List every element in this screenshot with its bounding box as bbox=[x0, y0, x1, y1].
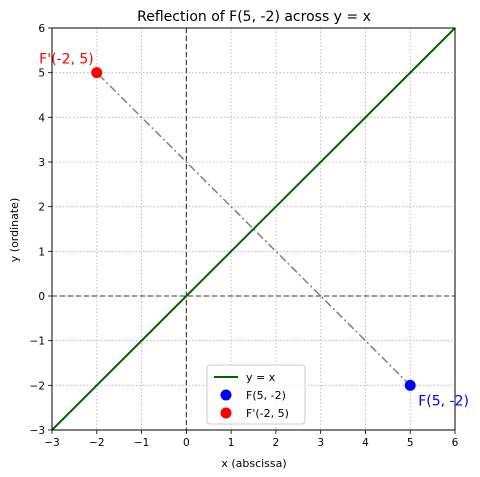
y-tick-label: −3 bbox=[30, 425, 45, 437]
y-tick-label: 5 bbox=[38, 68, 45, 80]
point-f-label: F(5, -2) bbox=[418, 393, 469, 409]
y-tick-label: 0 bbox=[38, 291, 45, 303]
x-tick-label: −1 bbox=[134, 437, 149, 449]
x-tick-label: −2 bbox=[89, 437, 104, 449]
reference-lines bbox=[52, 28, 455, 430]
y-tick-label: 6 bbox=[38, 23, 45, 35]
x-tick-label: 4 bbox=[362, 437, 369, 449]
y-tick-label: 2 bbox=[38, 202, 45, 214]
legend-dot-swatch bbox=[220, 389, 232, 401]
x-tick-label: 0 bbox=[183, 437, 190, 449]
y-axis-label: y (ordinate) bbox=[8, 198, 21, 262]
legend-dot-swatch bbox=[220, 407, 232, 419]
series-line-y-equals-x bbox=[51, 27, 456, 431]
legend: y = x F(5, -2) F'(-2, 5) bbox=[206, 364, 306, 425]
x-tick-label: 5 bbox=[407, 437, 414, 449]
data-points bbox=[91, 67, 416, 391]
chart-title: Reflection of F(5, -2) across y = x bbox=[137, 9, 371, 25]
x-tick-label: −3 bbox=[44, 437, 59, 449]
plot-area-frame bbox=[51, 27, 456, 431]
y-tick-label: −1 bbox=[30, 336, 45, 348]
series-lines bbox=[51, 27, 456, 431]
x-axis-label: x (abscissa) bbox=[221, 457, 286, 470]
y-tick-label: 4 bbox=[38, 112, 45, 124]
point-f-prime-label: F'(-2, 5) bbox=[39, 52, 94, 68]
legend-entry-label: F'(-2, 5) bbox=[246, 407, 289, 420]
legend-entry-label: y = x bbox=[246, 371, 276, 384]
legend-entry-label: F(5, -2) bbox=[246, 389, 286, 402]
y-tick-label: 3 bbox=[38, 157, 45, 169]
point-labels: F(5, -2) F'(-2, 5) bbox=[39, 52, 469, 410]
y-tick-label: −2 bbox=[30, 380, 45, 392]
x-tick-label: 2 bbox=[273, 437, 280, 449]
legend-box bbox=[206, 364, 306, 425]
axis-ticks: −3 −2 −1 0 1 2 3 4 5 6 −3 −2 −1 0 1 2 3 4 5 6 bbox=[30, 23, 459, 449]
x-tick-label: 1 bbox=[228, 437, 235, 449]
point-f-prime bbox=[91, 67, 103, 79]
x-tick-label: 3 bbox=[317, 437, 324, 449]
point-f bbox=[404, 379, 416, 391]
y-tick-label: 1 bbox=[38, 246, 45, 258]
connector-line bbox=[96, 72, 411, 386]
x-tick-label: 6 bbox=[452, 437, 459, 449]
